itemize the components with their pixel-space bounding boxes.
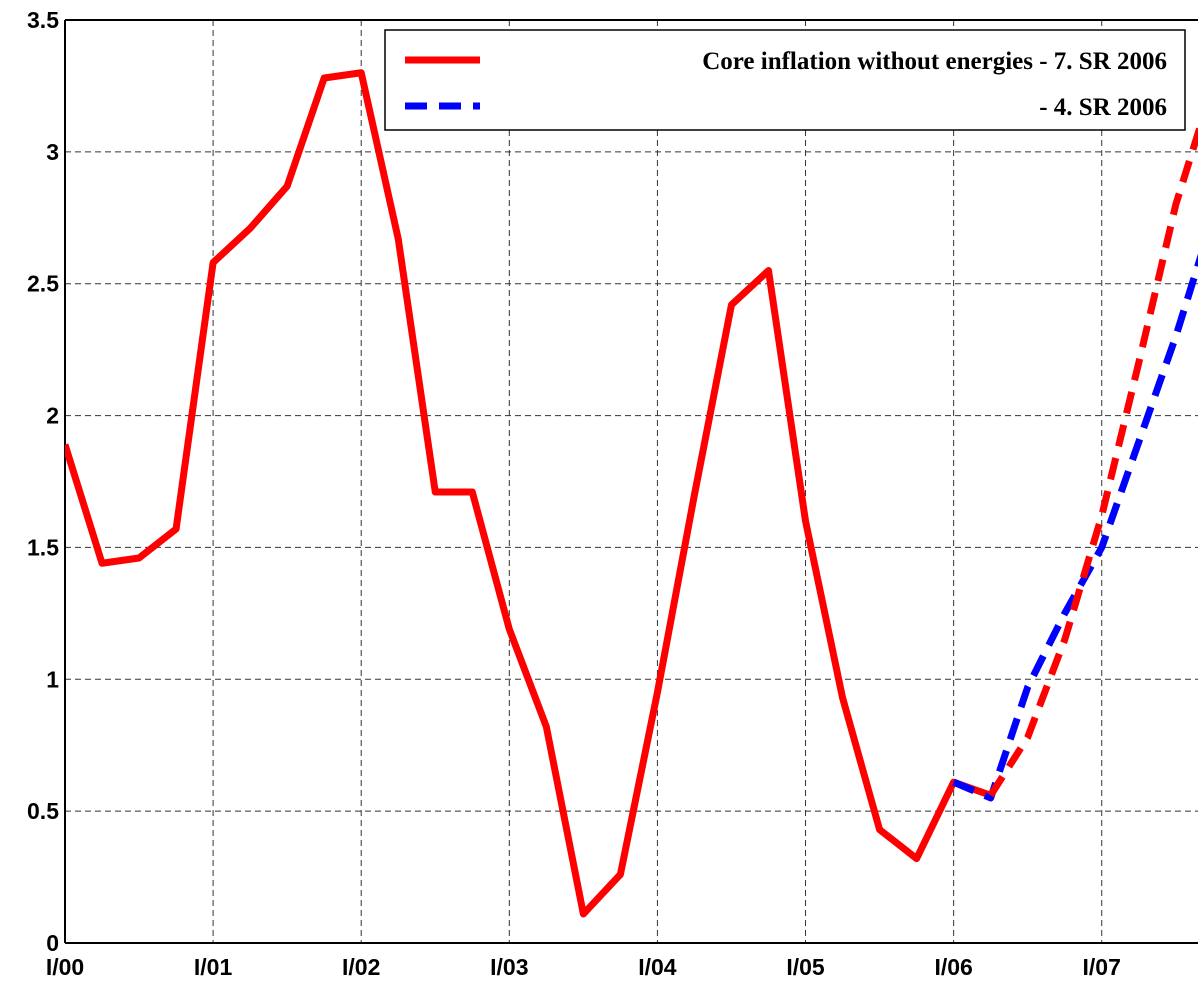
y-tick-label: 3.5 (27, 7, 59, 33)
y-tick-label: 1 (46, 666, 59, 692)
legend-label: Core inflation without energies - 7. SR … (702, 48, 1167, 75)
x-tick-label: I/03 (490, 954, 528, 980)
x-tick-label: I/01 (194, 954, 233, 980)
legend-box (384, 29, 1186, 131)
y-tick-label: 0.5 (27, 798, 59, 824)
y-tick-label: 0 (46, 930, 59, 956)
x-tick-label: I/02 (342, 954, 380, 980)
legend-label: - 4. SR 2006 (1039, 94, 1167, 121)
y-tick-label: 2.5 (27, 271, 59, 297)
y-tick-label: 1.5 (27, 534, 59, 560)
series-line (65, 69, 992, 918)
y-tick-label: 3 (46, 139, 59, 165)
x-tick-label: I/07 (1083, 954, 1121, 980)
x-tick-label: I/04 (638, 954, 677, 980)
series-line (952, 253, 1198, 802)
x-tick-label: I/06 (934, 954, 972, 980)
series-line (987, 121, 1198, 798)
y-tick-label: 2 (46, 403, 59, 429)
x-tick-label: I/05 (786, 954, 825, 980)
x-tick-label: I/00 (46, 954, 84, 980)
